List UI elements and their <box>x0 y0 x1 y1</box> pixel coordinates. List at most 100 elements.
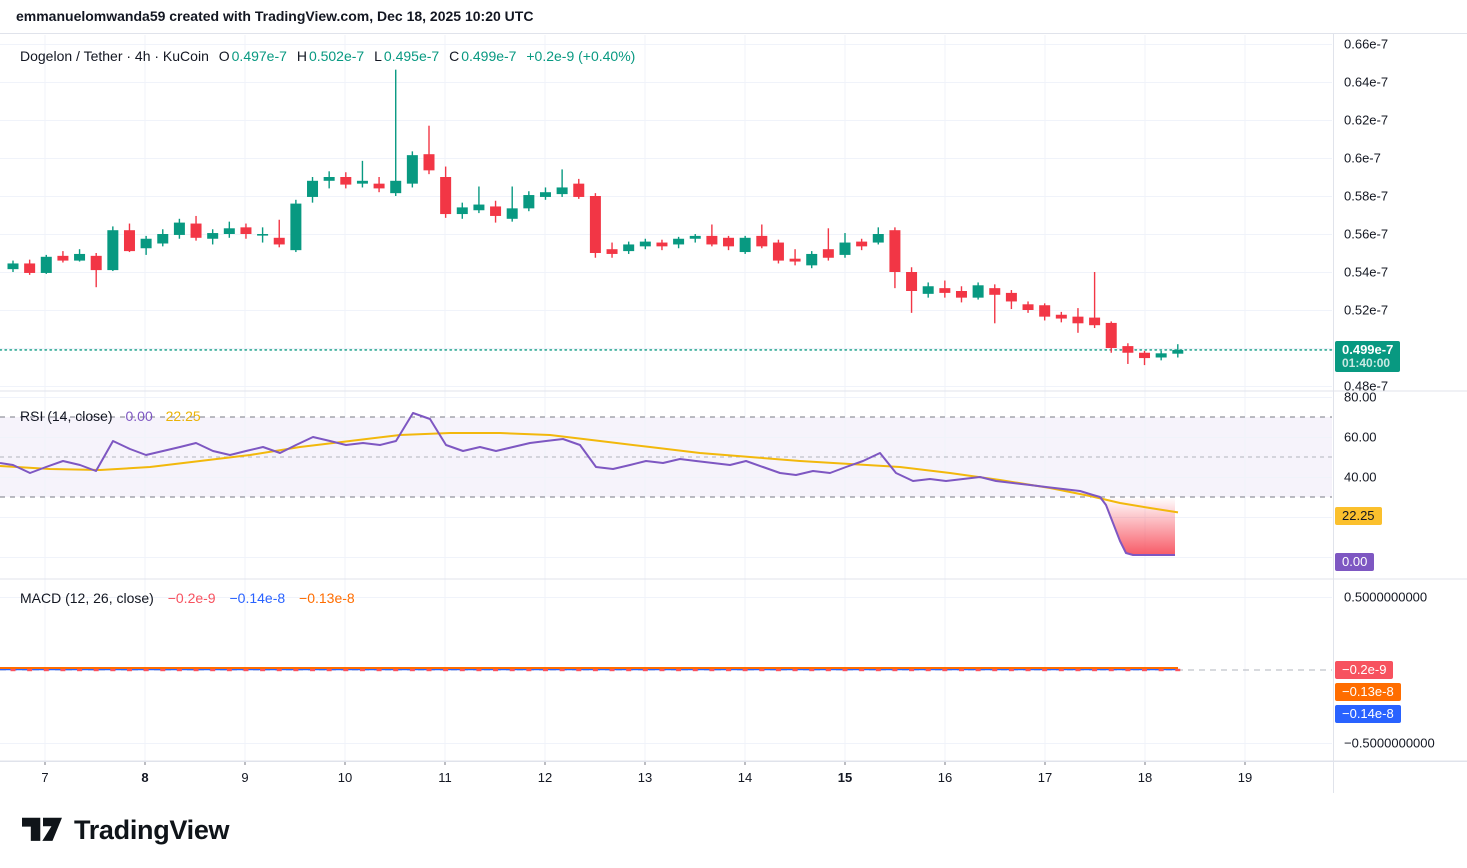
candle-body <box>955 291 967 298</box>
rsi-value: 0.00 <box>125 408 153 424</box>
candle-body <box>1122 346 1134 353</box>
price-axis-label: 0.6e-7 <box>1344 150 1381 166</box>
candle-body <box>922 286 934 294</box>
candle-body <box>906 272 918 291</box>
macd-axis-label: 0.5000000000 <box>1344 589 1428 605</box>
candle-body <box>490 206 502 216</box>
ohlc-high-value: 0.502e-7 <box>308 48 365 64</box>
rsi-axis-label: 40.00 <box>1344 469 1377 485</box>
rsi-axis-label: 60.00 <box>1344 429 1377 445</box>
price-axis-label: 0.48e-7 <box>1344 378 1389 394</box>
rsi-oversold-fill <box>1100 497 1175 555</box>
candle-body <box>340 177 352 185</box>
candle-body <box>90 255 102 271</box>
candle-body <box>1022 304 1034 310</box>
candle-body <box>173 222 185 235</box>
candle-body <box>772 242 784 261</box>
candle-body <box>872 234 884 243</box>
candle-body <box>373 183 385 189</box>
time-axis-label: 10 <box>337 770 353 785</box>
candle-body <box>1055 314 1067 319</box>
price-axis-label: 0.56e-7 <box>1344 226 1389 242</box>
macd-signal-badge: −0.13e-8 <box>1335 683 1401 701</box>
time-axis-label: 13 <box>637 770 653 785</box>
ohlc-open-value: 0.497e-7 <box>231 48 287 64</box>
candle-body <box>57 255 69 261</box>
macd-signal-value: −0.13e-8 <box>299 590 355 606</box>
time-axis-label: 8 <box>141 770 149 785</box>
candle-body <box>223 228 235 234</box>
rsi-legend: RSI (14, close) 0.00 22.25 <box>20 408 201 424</box>
candle-body <box>1105 322 1117 348</box>
candle-body <box>74 253 86 261</box>
last-price-badge: 0.499e-7 01:40:00 <box>1335 340 1401 372</box>
candle-body <box>323 177 335 181</box>
candle-body <box>257 234 269 236</box>
candle-body <box>972 285 984 298</box>
candle-body <box>989 288 1001 295</box>
chart-area[interactable]: Dogelon / Tether · 4h · KuCoin O 0.497e-7… <box>0 33 1467 793</box>
candles <box>7 69 1184 366</box>
candle-body <box>456 207 468 215</box>
time-axis-label: 7 <box>41 770 49 785</box>
candle-body <box>123 230 135 252</box>
macd-line-value: −0.14e-8 <box>229 590 286 606</box>
price-axis-label: 0.62e-7 <box>1344 112 1389 128</box>
rsi-axis-label: 80.00 <box>1344 389 1377 405</box>
candle-body <box>157 234 169 244</box>
countdown: 01:40:00 <box>1342 355 1391 370</box>
footer: TradingView <box>0 792 1467 868</box>
chart-canvas[interactable] <box>0 34 1467 793</box>
time-scale[interactable]: 7 8 9 10 11 12 13 14 15 16 17 18 19 <box>0 761 1467 794</box>
rsi-ma-badge: 22.25 <box>1335 506 1382 525</box>
candle-body <box>307 180 319 197</box>
macd-legend: MACD (12, 26, close) −0.2e-9 −0.14e-8 −0… <box>20 590 355 606</box>
time-axis-label: 17 <box>1037 770 1053 785</box>
ohlc-close-value: 0.499e-7 <box>461 48 517 64</box>
time-axis-label: 9 <box>241 770 249 785</box>
candle-body <box>939 288 951 293</box>
candle-body <box>1072 316 1084 324</box>
time-axis-label: 18 <box>1137 770 1153 785</box>
candle-body <box>240 227 252 234</box>
candle-body <box>1139 352 1151 359</box>
time-axis-label: 19 <box>1237 770 1253 785</box>
rsi-value-badge: 0.00 <box>1335 553 1375 571</box>
macd-axis-label: −0.5000000000 <box>1344 735 1435 751</box>
ohlc-low-label: L <box>374 48 382 64</box>
candle-body <box>789 258 801 262</box>
candle-body <box>406 155 418 184</box>
ohlc-close-label: C <box>449 48 460 64</box>
candle-body <box>1039 305 1051 317</box>
candle-body <box>589 196 601 253</box>
candle-body <box>573 183 585 197</box>
candle-body <box>606 249 618 254</box>
time-axis-label: 16 <box>937 770 953 785</box>
macd-title: MACD (12, 26, close) <box>20 590 154 606</box>
tradingview-logo[interactable]: TradingView <box>22 812 230 848</box>
candle-body <box>839 242 851 255</box>
time-axis-label: 14 <box>737 770 753 785</box>
ohlc-low-value: 0.495e-7 <box>383 48 440 64</box>
macd-hist-value: −0.2e-9 <box>167 590 216 606</box>
candle-body <box>1172 349 1184 354</box>
candle-body <box>290 203 302 251</box>
attribution-text: emmanuelomwanda59 created with TradingVi… <box>16 8 534 24</box>
symbol-legend: Dogelon / Tether · 4h · KuCoin O 0.497e-7… <box>20 48 635 64</box>
candle-body <box>822 249 834 258</box>
candle-body <box>7 263 19 270</box>
price-scale[interactable]: 0.66e-7 0.64e-7 0.62e-7 0.6e-7 0.58e-7 0.56e-… <box>1333 34 1467 793</box>
candle-body <box>706 235 718 245</box>
candle-body <box>739 237 751 253</box>
candle-body <box>723 237 735 247</box>
candle-body <box>756 235 768 247</box>
macd-hist-badge: −0.2e-9 <box>1335 661 1394 679</box>
price-axis-label: 0.58e-7 <box>1344 188 1389 204</box>
time-axis-label: 12 <box>537 770 553 785</box>
candle-body <box>673 238 685 245</box>
candle-body <box>856 241 868 247</box>
candle-body <box>539 192 551 197</box>
candle-body <box>423 154 435 171</box>
candle-body <box>523 195 535 209</box>
time-axis-label: 15 <box>837 770 853 785</box>
